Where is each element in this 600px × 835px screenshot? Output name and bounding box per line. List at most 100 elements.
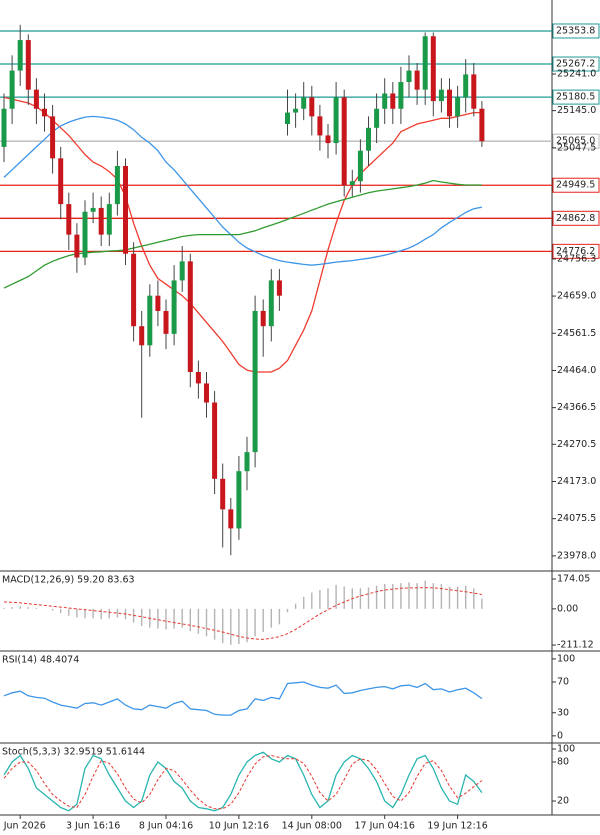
candle-body: [155, 295, 161, 311]
candle-body: [422, 36, 428, 90]
y-tick-label: 24173.0: [557, 476, 596, 487]
y-tick-label: 23978.0: [557, 550, 596, 561]
macd-bar: [432, 583, 434, 609]
candle-body: [276, 280, 282, 296]
candle-body: [171, 280, 177, 334]
y-tick-label: -211.12: [557, 640, 594, 651]
y-tick-label: 20: [557, 796, 569, 807]
macd-bar: [141, 608, 143, 626]
price-level-label: 24949.5: [556, 180, 595, 191]
candle-body: [9, 70, 15, 109]
macd-bar: [100, 608, 102, 620]
panel-title: Stoch(5,3,3) 32.9519 51.6144: [2, 747, 145, 758]
price-level-label: 25353.8: [556, 25, 595, 36]
y-tick-label: 24075.5: [557, 513, 596, 524]
candle-body: [25, 40, 31, 90]
macd-bar: [367, 587, 370, 609]
candle-body: [285, 112, 290, 124]
macd-bar: [408, 582, 410, 609]
macd-bar: [238, 608, 240, 644]
x-tick-label: 3 Jun 16:16: [66, 821, 120, 832]
candle-body: [398, 82, 404, 109]
macd-bar: [400, 583, 402, 609]
macd-bar: [424, 580, 426, 609]
macd-bar: [205, 608, 208, 637]
candle-body: [244, 452, 250, 472]
price-level-label: 25180.5: [556, 92, 595, 103]
candle-body: [341, 97, 347, 186]
candle-body: [1, 108, 7, 147]
macd-bar: [27, 607, 29, 609]
candle-body: [438, 89, 444, 102]
y-tick-label: 25241.0: [557, 69, 596, 80]
candle-body: [131, 253, 137, 327]
macd-bar: [76, 608, 78, 618]
x-tick-label: 8 Jun 04:16: [139, 821, 193, 832]
candle-body: [309, 97, 315, 117]
candle-body: [366, 127, 371, 151]
price-level-box: [552, 210, 600, 226]
candle-body: [349, 181, 355, 186]
candle-body: [293, 108, 299, 113]
candle-body: [17, 40, 23, 71]
macd-bar: [319, 590, 321, 609]
price-level-box: [552, 243, 600, 259]
candle-body: [260, 310, 266, 327]
y-tick-label: 174.05: [557, 574, 590, 585]
y-tick-label: 0.00: [557, 603, 578, 614]
price-level-box: [552, 177, 600, 193]
candle-body: [406, 70, 412, 83]
candle-body: [66, 204, 72, 235]
macd-bar: [416, 583, 418, 609]
x-tick-label: 14 Jun 08:00: [282, 821, 342, 832]
candle-body: [447, 89, 452, 117]
y-tick-label: 0: [557, 730, 563, 741]
candle-body: [390, 93, 396, 109]
macd-bar: [3, 608, 5, 609]
y-tick-label: 25047.5: [557, 142, 596, 153]
candle-body: [414, 70, 420, 90]
macd-bar: [262, 608, 264, 632]
y-tick-label: 24270.5: [557, 439, 596, 450]
panel-title: RSI(14) 48.4074: [2, 655, 79, 666]
candle-body: [357, 150, 363, 182]
candle-body: [163, 310, 169, 334]
panel-title: MACD(12,26,9) 59.20 83.63: [2, 575, 135, 586]
x-tick-label: 2 Jun 2026: [0, 821, 46, 832]
indicator-line: [3, 754, 483, 810]
candle-body: [204, 383, 209, 403]
candle-body: [50, 116, 56, 159]
macd-bar: [375, 585, 378, 609]
macd-bar: [343, 586, 345, 609]
macd-bar: [254, 608, 256, 637]
macd-bar: [278, 608, 281, 625]
y-tick-label: 24561.5: [557, 328, 596, 339]
candle-body: [42, 108, 47, 117]
macd-bar: [456, 586, 459, 609]
indicator-line: [3, 587, 482, 640]
macd-bar: [173, 608, 175, 629]
candle-body: [463, 74, 469, 98]
y-tick-label: 24366.5: [557, 402, 596, 413]
y-tick-label: 25145.0: [557, 105, 596, 116]
candle-body: [139, 326, 145, 346]
price-level-label: 25065.0: [556, 136, 595, 147]
price-level-label: 24776.2: [556, 246, 595, 257]
candle-body: [33, 89, 39, 109]
candle-body: [374, 108, 380, 128]
candle-body: [179, 261, 185, 281]
candle-body: [317, 116, 323, 136]
candle-body: [58, 158, 64, 205]
candle-body: [187, 261, 193, 372]
candle-body: [301, 97, 307, 109]
price-level-label: 25267.2: [556, 59, 595, 70]
candle-body: [325, 135, 331, 144]
candle-body: [114, 165, 120, 205]
indicator-line: [3, 115, 483, 266]
candle-body: [455, 97, 461, 117]
candle-body: [471, 74, 477, 109]
macd-bar: [35, 608, 38, 609]
macd-bar: [116, 608, 119, 618]
x-tick-label: 17 Jun 04:16: [355, 821, 415, 832]
